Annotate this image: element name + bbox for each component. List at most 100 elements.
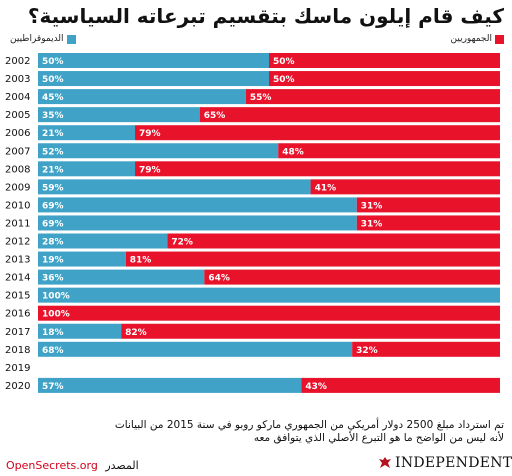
bar-democrats-2006	[38, 125, 136, 141]
bar-republicans-2012	[167, 233, 501, 249]
year-label-2010: 2010	[5, 200, 30, 211]
bar-democrats-2015	[38, 287, 500, 303]
value-label-democrats-2011: 69%	[42, 219, 64, 229]
bar-democrats-2013	[38, 251, 126, 267]
year-label-2005: 2005	[5, 110, 30, 121]
bar-democrats-2010	[38, 197, 357, 213]
bar-republicans-2006	[135, 125, 500, 141]
bar-democrats-2014	[38, 269, 205, 285]
value-label-democrats-2004: 45%	[42, 93, 64, 103]
bar-republicans-2003	[269, 71, 500, 87]
chart-title: كيف قام إيلون ماسك بتقسيم تبرعاته السياس…	[27, 4, 504, 28]
bar-democrats-2018	[38, 341, 353, 357]
value-label-republicans-2005: 65%	[204, 111, 226, 121]
year-label-2012: 2012	[5, 237, 30, 248]
value-label-democrats-2003: 50%	[42, 75, 64, 85]
value-label-democrats-2015: 100%	[42, 292, 70, 302]
value-label-democrats-2020: 57%	[42, 382, 64, 392]
bar-republicans-2011	[356, 215, 500, 231]
value-label-republicans-2010: 31%	[361, 201, 383, 211]
bar-republicans-2020	[301, 377, 500, 393]
bar-democrats-2020	[38, 377, 302, 393]
bar-republicans-2008	[135, 161, 500, 177]
year-label-2016: 2016	[5, 309, 30, 320]
year-label-2019: 2019	[5, 363, 30, 374]
value-label-democrats-2008: 21%	[42, 165, 64, 175]
footnote-line-2: لأنه ليس من الواضح ما هو التبرع الأصلي ا…	[253, 432, 504, 444]
value-label-republicans-2012: 72%	[171, 238, 193, 248]
year-label-2006: 2006	[5, 128, 30, 139]
value-label-republicans-2006: 79%	[139, 129, 161, 139]
value-label-republicans-2002: 50%	[273, 57, 295, 67]
bar-republicans-2016	[38, 305, 500, 321]
bar-republicans-2010	[356, 197, 500, 213]
year-label-2018: 2018	[5, 345, 30, 356]
year-label-2009: 2009	[5, 182, 30, 193]
value-label-republicans-2018: 32%	[356, 346, 378, 356]
bar-republicans-2009	[310, 179, 500, 195]
year-label-2015: 2015	[5, 291, 30, 302]
value-label-republicans-2003: 50%	[273, 75, 295, 85]
legend-label-republicans: الجمهوريين	[450, 34, 492, 44]
bar-democrats-2011	[38, 215, 357, 231]
value-label-democrats-2007: 52%	[42, 147, 64, 157]
value-label-democrats-2017: 18%	[42, 328, 64, 338]
footnote-line-1: تم استرداد مبلغ 2500 دولار أمريكي من الج…	[114, 419, 504, 431]
year-label-2003: 2003	[5, 74, 30, 85]
bar-democrats-2009	[38, 179, 311, 195]
year-label-2011: 2011	[5, 218, 30, 229]
footnote: تم استرداد مبلغ 2500 دولار أمريكي من الج…	[24, 419, 504, 445]
legend-swatch-democrats	[66, 34, 76, 44]
bar-republicans-2002	[269, 53, 500, 68]
bar-democrats-2005	[38, 107, 200, 123]
value-label-democrats-2002: 50%	[42, 57, 64, 67]
value-label-republicans-2004: 55%	[250, 93, 272, 103]
bar-democrats-2002	[38, 53, 269, 68]
value-label-republicans-2008: 79%	[139, 165, 161, 175]
source-site-link[interactable]: OpenSecrets.org	[6, 459, 98, 472]
value-label-democrats-2018: 68%	[42, 346, 64, 356]
brand-logo: INDEPENDENT	[378, 455, 512, 471]
bar-republicans-2004	[245, 89, 500, 105]
bar-republicans-2005	[199, 107, 500, 123]
bar-democrats-2012	[38, 233, 168, 249]
value-label-republicans-2020: 43%	[305, 382, 327, 392]
value-label-democrats-2012: 28%	[42, 238, 64, 248]
legend-item-democrats: الديموقراطيين	[10, 34, 76, 44]
legend-swatch-republicans	[495, 34, 504, 44]
eagle-icon	[379, 457, 391, 468]
source-credit: OpenSecrets.org المصدر	[6, 459, 139, 472]
bar-democrats-2007	[38, 143, 279, 159]
year-label-2002: 2002	[5, 56, 30, 67]
year-label-2013: 2013	[5, 255, 30, 266]
bar-republicans-2018	[352, 341, 500, 357]
value-label-republicans-2013: 81%	[130, 256, 152, 266]
value-label-democrats-2009: 59%	[42, 183, 64, 193]
value-label-republicans-2011: 31%	[361, 219, 383, 229]
value-label-democrats-2013: 19%	[42, 256, 64, 266]
value-label-democrats-2005: 35%	[42, 111, 64, 121]
year-label-2014: 2014	[5, 273, 30, 284]
value-label-democrats-2014: 36%	[42, 274, 64, 284]
bar-republicans-2013	[125, 251, 500, 267]
bar-democrats-2008	[38, 161, 136, 177]
year-label-2020: 2020	[5, 381, 30, 392]
source-label: المصدر	[105, 459, 139, 472]
year-label-2008: 2008	[5, 164, 30, 175]
legend-item-republicans: الجمهوريين	[451, 34, 504, 44]
brand-name: INDEPENDENT	[395, 455, 512, 471]
bar-republicans-2014	[204, 269, 500, 285]
legend: الجمهوريين الديموقراطيين	[0, 34, 512, 48]
value-label-republicans-2014: 64%	[208, 274, 230, 284]
bar-democrats-2004	[38, 89, 246, 105]
value-label-democrats-2010: 69%	[42, 201, 64, 211]
year-label-2004: 2004	[5, 92, 30, 103]
bar-republicans-2017	[121, 323, 500, 339]
bar-republicans-2007	[278, 143, 500, 159]
bar-democrats-2017	[38, 323, 122, 339]
value-label-democrats-2006: 21%	[42, 129, 64, 139]
value-label-republicans-2007: 48%	[282, 147, 304, 157]
year-label-2017: 2017	[5, 327, 30, 338]
value-label-republicans-2009: 41%	[315, 183, 337, 193]
